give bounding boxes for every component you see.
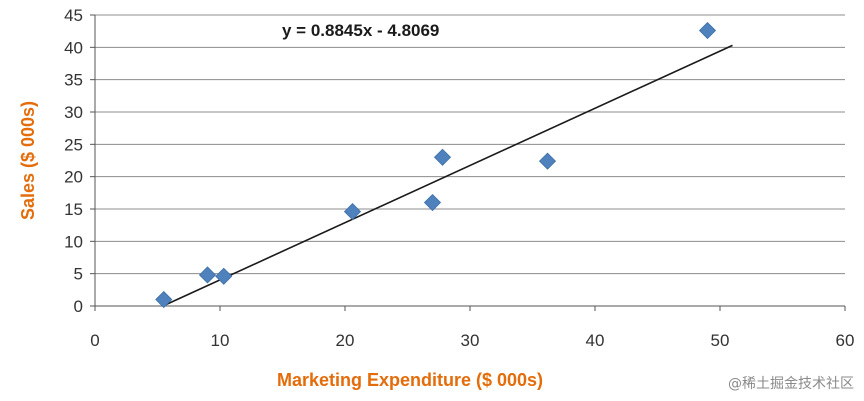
y-tick-label: 40	[64, 38, 83, 57]
trendline-equation: y = 0.8845x - 4.8069	[282, 21, 439, 40]
data-point	[538, 152, 557, 170]
y-axis-title: Sales ($ 000s)	[18, 101, 38, 220]
data-points	[155, 21, 717, 309]
x-tick-label: 20	[336, 331, 355, 350]
x-tick-label: 40	[586, 331, 605, 350]
data-point	[433, 148, 452, 166]
y-tick-label: 20	[64, 168, 83, 187]
y-tick-label: 25	[64, 135, 83, 154]
x-tick-label: 30	[461, 331, 480, 350]
gridlines	[95, 14, 845, 307]
y-tick-label: 15	[64, 200, 83, 219]
y-tick-label: 10	[64, 232, 83, 251]
y-tick-label: 5	[74, 265, 83, 284]
x-tick-label: 10	[211, 331, 230, 350]
x-tick-label: 50	[711, 331, 730, 350]
data-point	[198, 266, 217, 284]
trendline	[163, 44, 733, 307]
data-point	[423, 193, 442, 212]
y-tick-label: 0	[74, 297, 83, 316]
data-point	[215, 267, 233, 285]
x-axis-title: Marketing Expenditure ($ 000s)	[277, 370, 543, 390]
axes	[90, 14, 846, 311]
y-tick-label: 45	[64, 6, 83, 25]
y-tick-labels: 0 5 10 15 20 25 30 35 40 45	[64, 6, 83, 316]
x-tick-labels: 0 10 20 30 40 50 60	[90, 331, 854, 350]
x-tick-label: 0	[90, 331, 99, 350]
trendline-group	[163, 44, 733, 307]
data-point	[343, 203, 362, 221]
x-tick-label: 60	[836, 331, 855, 350]
y-tick-label: 30	[64, 103, 83, 122]
data-point	[155, 290, 173, 309]
data-point	[698, 21, 717, 40]
y-tick-label: 35	[64, 71, 83, 90]
watermark: @稀土掘金技术社区	[728, 376, 854, 392]
